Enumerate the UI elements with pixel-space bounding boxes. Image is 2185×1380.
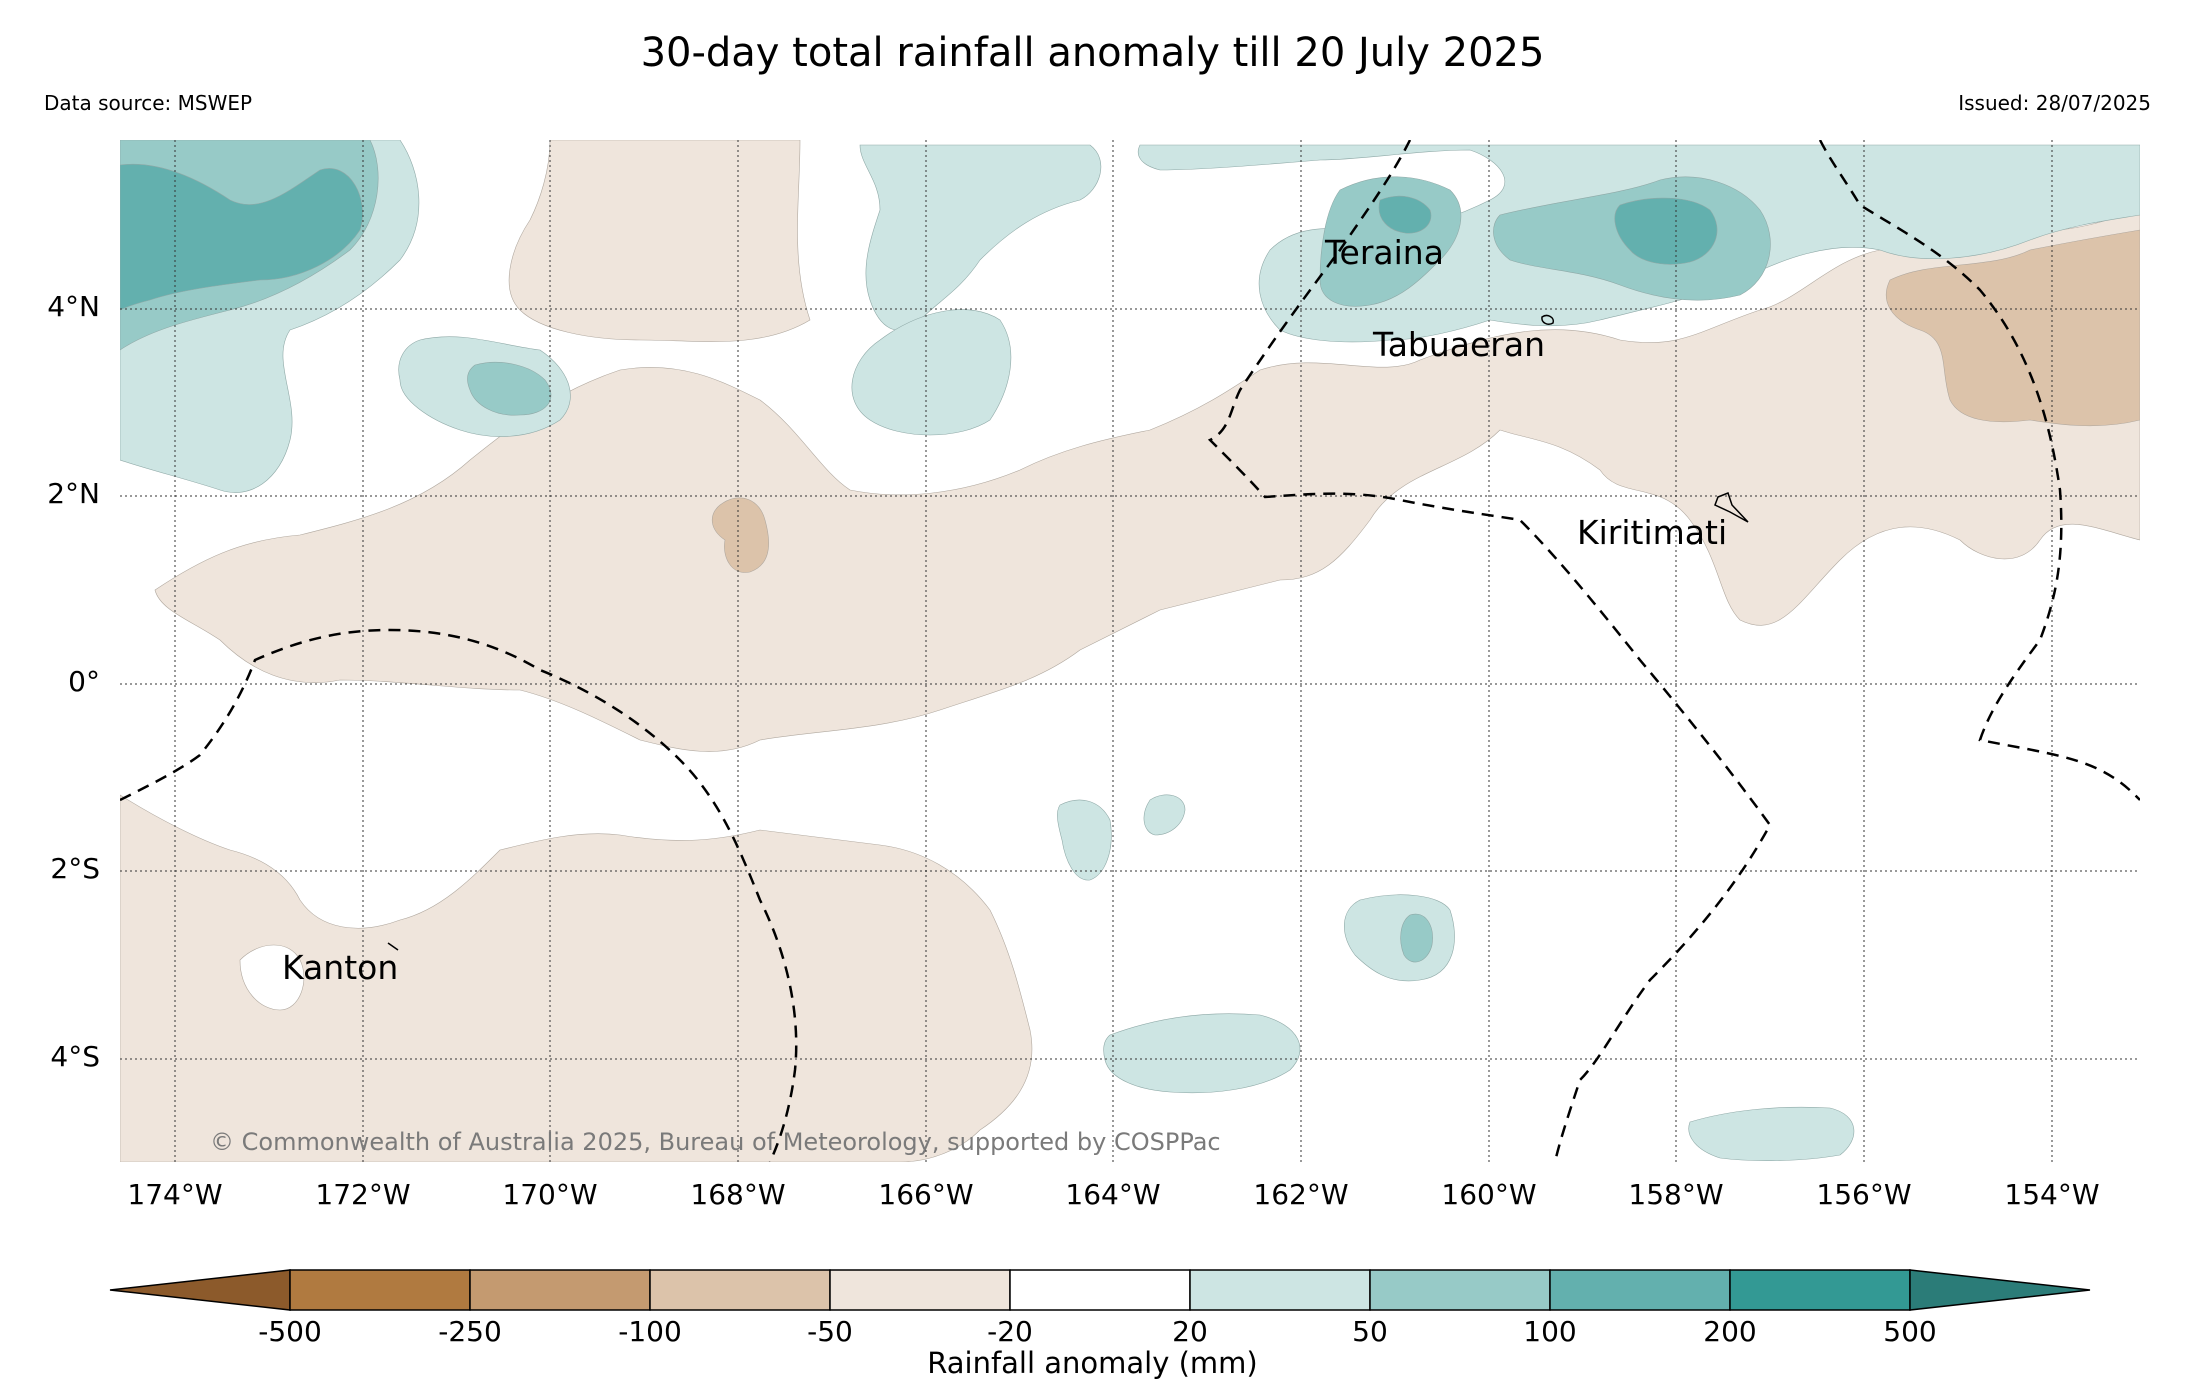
wet-region-south-a-mid [1400,913,1433,963]
tabuaeran-island-icon [1541,314,1555,325]
issued-date-label: Issued: 28/07/2025 [1958,91,2151,115]
colorbar-tick: 200 [1703,1315,1757,1348]
place-label-teraina: Teraina [1325,233,1444,272]
dry-region-equatorial [154,209,2140,752]
colorbar-title: Rainfall anomaly (mm) [927,1346,1258,1380]
colorbar-extend-low [109,1269,291,1311]
lat-label-2n: 2°N [47,477,100,510]
dry-region-east [1885,229,2140,427]
colorbar-segment [1189,1269,1371,1311]
place-label-kanton: Kanton [282,948,399,987]
graticule [120,140,2140,1162]
eez-boundaries [120,140,2140,1162]
colorbar [109,1269,2091,1311]
colorbar-tick: -250 [438,1315,502,1348]
wet-region-south-d [1143,794,1186,836]
wet-region-south-c [1057,799,1112,881]
lon-label-162w: 162°W [1253,1178,1349,1211]
kiritimati-island-icon [1714,492,1749,523]
wet-region-west-blob-mid [467,362,552,416]
colorbar-tick: -20 [987,1315,1033,1348]
wet-region-south-b [1103,1013,1301,1094]
colorbar-segment [1729,1269,1911,1311]
wet-region-northwest-dark [120,163,363,311]
lon-label-174w: 174°W [127,1178,223,1211]
page-title: 30-day total rainfall anomaly till 20 Ju… [640,30,1545,76]
dry-region-kanton-gap [239,944,305,1011]
lon-label-156w: 156°W [1816,1178,1912,1211]
dry-region-north-light [508,140,811,342]
place-label-kiritimati: Kiritimati [1577,513,1728,552]
colorbar-tick: -50 [807,1315,853,1348]
eez-boundary-phoenix [120,628,798,1162]
colorbar-segment [1549,1269,1731,1311]
lat-label-4s: 4°S [50,1040,100,1073]
colorbar-segment [289,1269,471,1311]
place-label-tabuaeran: Tabuaeran [1373,325,1546,364]
lon-label-158w: 158°W [1628,1178,1724,1211]
colorbar-segment [649,1269,831,1311]
lat-label-4n: 4°N [47,290,100,323]
lon-label-154w: 154°W [2004,1178,2100,1211]
eez-boundary-line-central [1207,140,1772,1162]
colorbar-tick: 20 [1172,1315,1208,1348]
wet-region-northeast-dark [1614,197,1718,265]
colorbar-tick: 100 [1523,1315,1577,1348]
colorbar-extend-high [1909,1269,2091,1311]
colorbar-segment [1369,1269,1551,1311]
lat-label-0: 0° [68,665,100,698]
dry-region-southwest [120,794,1033,1162]
colorbar-segment [1009,1269,1191,1311]
lon-label-172w: 172°W [315,1178,411,1211]
lon-label-164w: 164°W [1065,1178,1161,1211]
colorbar-tick: 500 [1883,1315,1937,1348]
colorbar-segment [829,1269,1011,1311]
wet-region-teraina-dark [1378,195,1432,234]
islands [387,314,1749,951]
lat-label-2s: 2°S [50,852,100,885]
lon-label-166w: 166°W [878,1178,974,1211]
lon-label-170w: 170°W [502,1178,598,1211]
data-source-label: Data source: MSWEP [44,91,253,115]
colorbar-tick: 50 [1352,1315,1388,1348]
copyright-notice: © Commonwealth of Australia 2025, Bureau… [210,1128,1221,1156]
lon-label-168w: 168°W [690,1178,786,1211]
colorbar-segment [469,1269,651,1311]
kanton-island-icon [387,942,399,951]
dry-region-center-dark [712,497,769,573]
colorbar-tick: -100 [618,1315,682,1348]
wet-region-south-a [1344,894,1455,982]
colorbar-tick: -500 [258,1315,322,1348]
wet-region-southeast [1688,1106,1855,1161]
lon-label-160w: 160°W [1441,1178,1537,1211]
map-shading [120,140,2140,1162]
wet-region-center-blob [851,309,1012,436]
